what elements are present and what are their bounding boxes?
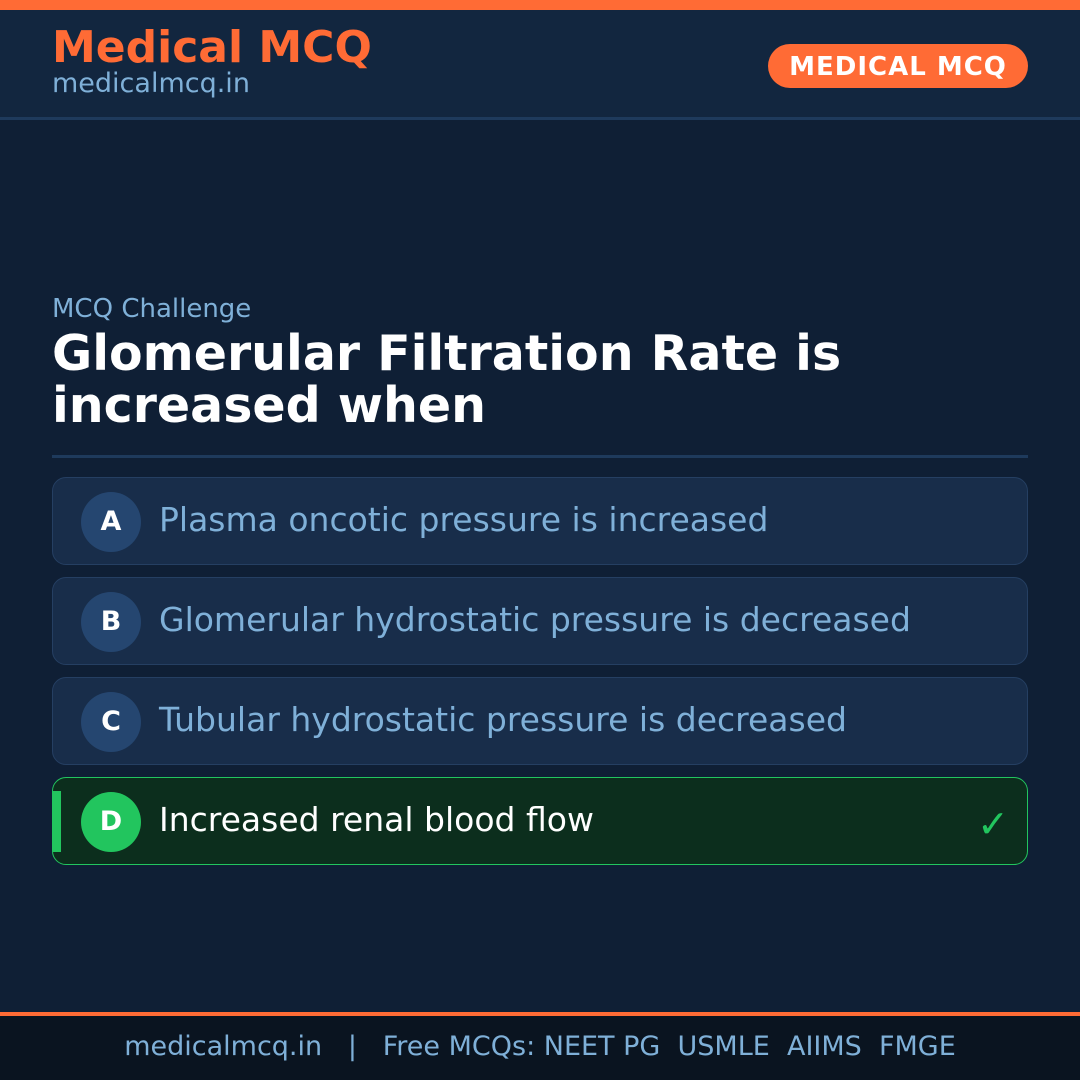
option-text: Plasma oncotic pressure is increased bbox=[159, 500, 769, 539]
category-badge: MEDICAL MCQ bbox=[768, 44, 1028, 88]
brand-title: Medical MCQ bbox=[52, 22, 372, 73]
option-c[interactable]: C Tubular hydrostatic pressure is decrea… bbox=[52, 677, 1028, 765]
footer: medicalmcq.in | Free MCQs: NEET PG USMLE… bbox=[0, 1012, 1080, 1080]
option-letter: A bbox=[81, 492, 141, 552]
header: Medical MCQ medicalmcq.in MEDICAL MCQ bbox=[0, 10, 1080, 120]
option-letter: D bbox=[81, 792, 141, 852]
option-text: Glomerular hydrostatic pressure is decre… bbox=[159, 600, 911, 639]
checkmark-icon: ✓ bbox=[977, 802, 1009, 846]
option-letter: C bbox=[81, 692, 141, 752]
option-b[interactable]: B Glomerular hydrostatic pressure is dec… bbox=[52, 577, 1028, 665]
question-title: Glomerular Filtration Rate is increased … bbox=[52, 325, 842, 434]
option-letter: B bbox=[81, 592, 141, 652]
option-d-correct[interactable]: D Increased renal blood flow ✓ bbox=[52, 777, 1028, 865]
option-a[interactable]: A Plasma oncotic pressure is increased bbox=[52, 477, 1028, 565]
top-accent-bar bbox=[0, 0, 1080, 10]
question-kicker: MCQ Challenge bbox=[52, 294, 252, 324]
site-url: medicalmcq.in bbox=[52, 68, 250, 99]
correct-indicator-bar bbox=[53, 791, 61, 852]
option-text: Tubular hydrostatic pressure is decrease… bbox=[159, 700, 847, 739]
divider bbox=[52, 455, 1028, 458]
option-text: Increased renal blood flow bbox=[159, 800, 594, 839]
